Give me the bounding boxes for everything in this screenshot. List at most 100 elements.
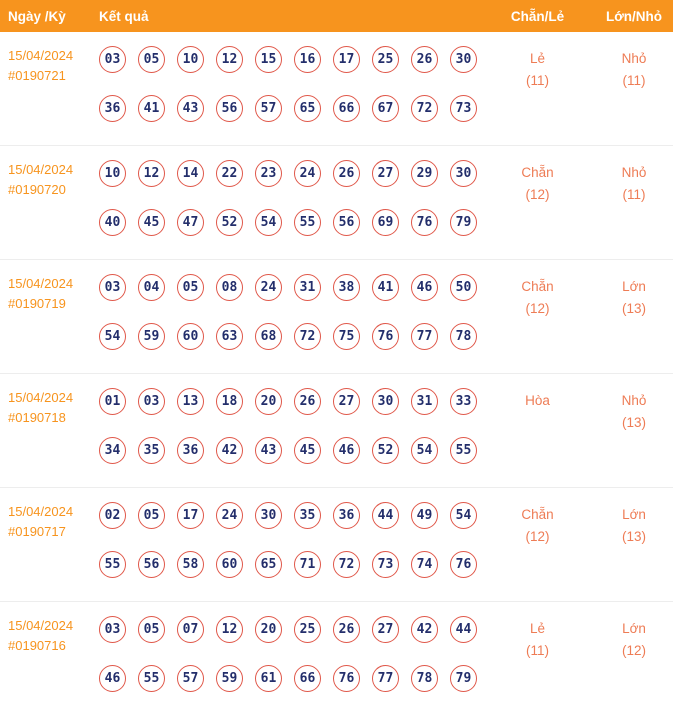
lottery-number-ball: 35 — [138, 437, 165, 464]
bigsmall-value: Lớn — [622, 621, 646, 636]
lottery-number-ball: 76 — [450, 551, 477, 578]
lottery-number-ball: 05 — [138, 502, 165, 529]
numbers-line-1: 03 04 05 08 24 31 38 41 46 50 — [99, 274, 480, 301]
draw-date[interactable]: 15/04/2024 — [8, 162, 74, 177]
draw-date-cell: 15/04/2024 #0190718 — [0, 388, 93, 487]
bigsmall-count: (11) — [622, 187, 646, 202]
lottery-number-ball: 59 — [138, 323, 165, 350]
lottery-number-ball: 29 — [411, 160, 438, 187]
draw-date[interactable]: 15/04/2024 — [8, 390, 74, 405]
lottery-number-ball: 55 — [99, 551, 126, 578]
lottery-number-ball: 59 — [216, 665, 243, 692]
lottery-number-ball: 36 — [177, 437, 204, 464]
draw-id[interactable]: #0190718 — [8, 410, 66, 425]
draw-date[interactable]: 15/04/2024 — [8, 48, 74, 63]
numbers-cell: 03 04 05 08 24 31 38 41 46 50 54 59 60 63 68 72 75 76 77 78 — [93, 274, 480, 373]
lottery-number-ball: 65 — [255, 551, 282, 578]
lottery-number-ball: 33 — [450, 388, 477, 415]
lottery-number-ball: 13 — [177, 388, 204, 415]
lottery-number-ball: 41 — [138, 95, 165, 122]
draw-date[interactable]: 15/04/2024 — [8, 618, 74, 633]
lottery-number-ball: 75 — [333, 323, 360, 350]
bigsmall-value: Lớn — [622, 507, 646, 522]
lottery-number-ball: 27 — [333, 388, 360, 415]
lottery-number-ball: 47 — [177, 209, 204, 236]
lottery-number-ball: 08 — [216, 274, 243, 301]
lottery-number-ball: 73 — [372, 551, 399, 578]
draw-date-cell: 15/04/2024 #0190721 — [0, 46, 93, 145]
draw-id[interactable]: #0190717 — [8, 524, 66, 539]
lottery-number-ball: 18 — [216, 388, 243, 415]
lottery-number-ball: 69 — [372, 209, 399, 236]
evenodd-cell: Chẵn (12) — [480, 274, 595, 373]
lottery-number-ball: 72 — [294, 323, 321, 350]
lottery-number-ball: 58 — [177, 551, 204, 578]
lottery-number-ball: 27 — [372, 160, 399, 187]
lottery-number-ball: 30 — [372, 388, 399, 415]
lottery-number-ball: 04 — [138, 274, 165, 301]
bigsmall-cell: Lớn (12) — [595, 616, 673, 716]
lottery-number-ball: 42 — [411, 616, 438, 643]
lottery-number-ball: 38 — [333, 274, 360, 301]
numbers-cell: 01 03 13 18 20 26 27 30 31 33 34 35 36 42 43 45 46 52 54 55 — [93, 388, 480, 487]
numbers-line-1: 02 05 17 24 30 35 36 44 49 54 — [99, 502, 480, 529]
draw-id[interactable]: #0190719 — [8, 296, 66, 311]
bigsmall-cell: Nhỏ (11) — [595, 160, 673, 259]
lottery-number-ball: 78 — [450, 323, 477, 350]
lottery-number-ball: 05 — [177, 274, 204, 301]
lottery-number-ball: 65 — [294, 95, 321, 122]
lottery-number-ball: 54 — [411, 437, 438, 464]
lottery-number-ball: 14 — [177, 160, 204, 187]
bigsmall-value: Nhỏ — [621, 51, 647, 66]
evenodd-count: (12) — [525, 301, 550, 316]
draw-date-cell: 15/04/2024 #0190717 — [0, 502, 93, 601]
lottery-number-ball: 61 — [255, 665, 282, 692]
draw-id[interactable]: #0190721 — [8, 68, 66, 83]
lottery-number-ball: 30 — [255, 502, 282, 529]
evenodd-count: (11) — [525, 643, 549, 658]
lottery-number-ball: 16 — [294, 46, 321, 73]
lottery-number-ball: 07 — [177, 616, 204, 643]
column-header-bigsmall: Lớn/Nhỏ — [605, 8, 663, 24]
lottery-number-ball: 12 — [216, 46, 243, 73]
lottery-number-ball: 76 — [333, 665, 360, 692]
lottery-number-ball: 50 — [450, 274, 477, 301]
bigsmall-count: (12) — [621, 643, 646, 658]
column-header-result: Kết quả — [99, 8, 149, 24]
lottery-number-ball: 46 — [411, 274, 438, 301]
bigsmall-count: (13) — [621, 415, 646, 430]
bigsmall-value: Nhỏ — [621, 165, 647, 180]
lottery-number-ball: 45 — [138, 209, 165, 236]
evenodd-value: Chẵn — [521, 507, 554, 522]
lottery-number-ball: 55 — [450, 437, 477, 464]
evenodd-value: Hòa — [525, 393, 550, 408]
draw-date[interactable]: 15/04/2024 — [8, 276, 74, 291]
draw-id[interactable]: #0190716 — [8, 638, 66, 653]
evenodd-count: (12) — [525, 187, 550, 202]
lottery-number-ball: 71 — [294, 551, 321, 578]
bigsmall-count: (13) — [621, 301, 646, 316]
lottery-number-ball: 55 — [138, 665, 165, 692]
draw-id[interactable]: #0190720 — [8, 182, 66, 197]
lottery-number-ball: 05 — [138, 46, 165, 73]
evenodd-cell: Lẻ (11) — [480, 616, 595, 716]
evenodd-value: Lẻ — [529, 51, 546, 66]
numbers-line-2: 40 45 47 52 54 55 56 69 76 79 — [99, 209, 480, 236]
bigsmall-value: Nhỏ — [621, 393, 647, 408]
evenodd-value: Chẵn — [521, 279, 554, 294]
lottery-number-ball: 26 — [411, 46, 438, 73]
result-row: 15/04/2024 #0190717 02 05 17 24 30 35 36 44 49 54 55… — [0, 488, 673, 602]
lottery-number-ball: 26 — [294, 388, 321, 415]
bigsmall-cell: Lớn (13) — [595, 274, 673, 373]
lottery-number-ball: 60 — [177, 323, 204, 350]
lottery-number-ball: 35 — [294, 502, 321, 529]
lottery-number-ball: 74 — [411, 551, 438, 578]
lottery-number-ball: 24 — [294, 160, 321, 187]
result-row: 15/04/2024 #0190720 10 12 14 22 23 24 26 27 29 30 40… — [0, 146, 673, 260]
draw-date[interactable]: 15/04/2024 — [8, 504, 74, 519]
bigsmall-value: Lớn — [622, 279, 646, 294]
draw-date-cell: 15/04/2024 #0190720 — [0, 160, 93, 259]
result-row: 15/04/2024 #0190718 01 03 13 18 20 26 27 30 31 33 34… — [0, 374, 673, 488]
lottery-number-ball: 25 — [372, 46, 399, 73]
lottery-number-ball: 36 — [99, 95, 126, 122]
